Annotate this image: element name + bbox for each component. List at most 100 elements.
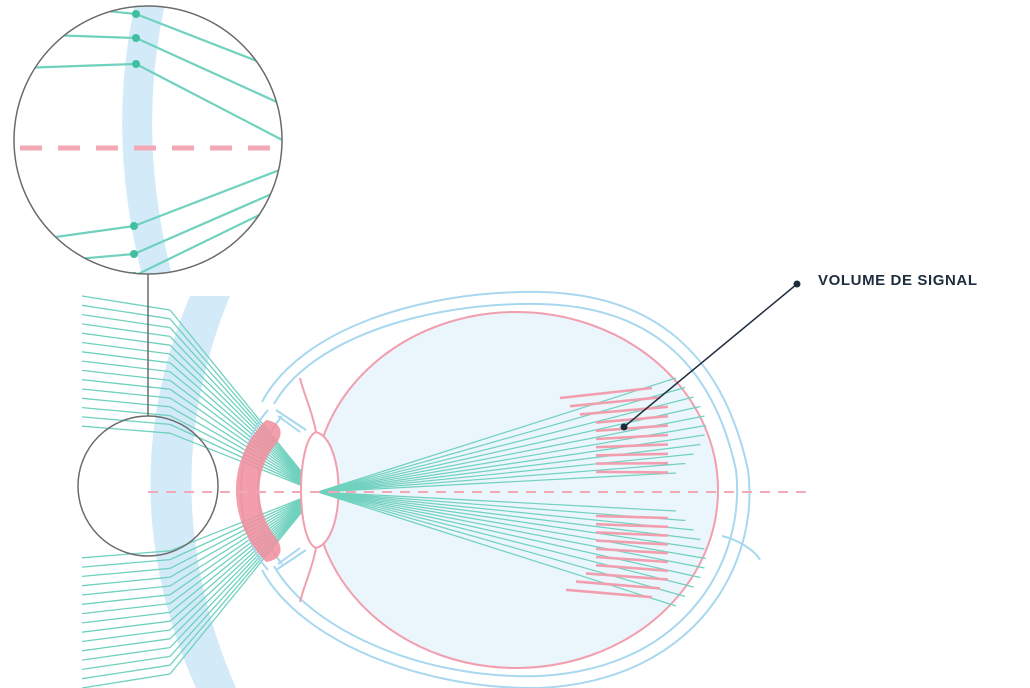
- magnified-ray-in: [19, 62, 137, 70]
- refracted-ray-lower: [169, 491, 319, 640]
- internal-ray-lower: [317, 491, 705, 550]
- internal-ray-upper: [317, 405, 701, 493]
- internal-ray-lower: [317, 491, 694, 588]
- incident-ray-lower: [81, 585, 171, 596]
- incident-ray-lower: [81, 646, 171, 661]
- internal-ray-upper: [317, 472, 677, 493]
- signal-stripe-lower: [595, 547, 669, 555]
- annotation-label: VOLUME DE SIGNAL: [818, 272, 978, 289]
- refracted-ray-upper: [169, 344, 319, 493]
- refracted-ray-upper: [169, 379, 319, 493]
- internal-ray-upper: [317, 453, 694, 493]
- internal-ray-lower: [317, 491, 677, 607]
- magnified-refraction-dot: [130, 222, 138, 230]
- magnified-refraction-dot: [132, 60, 140, 68]
- signal-stripe-upper: [569, 396, 661, 408]
- annotation-start-dot: [620, 423, 628, 431]
- incident-ray-lower: [81, 673, 171, 688]
- refracted-ray-lower: [169, 491, 319, 613]
- magnified-ray-out: [135, 63, 282, 145]
- magnified-refraction-dot: [132, 34, 140, 42]
- signal-stripe-upper: [595, 424, 669, 433]
- magnified-circle: [13, 5, 283, 275]
- internal-ray-upper: [317, 443, 701, 493]
- magnified-ray-in: [19, 6, 137, 16]
- signal-stripe-lower: [595, 514, 669, 520]
- signal-stripe-lower: [585, 572, 669, 581]
- vitreous-body: [313, 311, 719, 669]
- internal-ray-lower: [317, 491, 686, 598]
- internal-ray-upper: [317, 377, 677, 493]
- internal-ray-lower: [317, 491, 705, 569]
- refracted-ray-lower: [169, 491, 319, 649]
- signal-stripe-lower: [565, 588, 653, 599]
- internal-ray-lower: [317, 491, 707, 560]
- refracted-ray-upper: [169, 406, 319, 493]
- corrective-lens: [150, 296, 236, 688]
- incident-ray-upper: [81, 323, 171, 338]
- magnified-refraction-dot: [130, 250, 138, 258]
- magnified-ray-out: [135, 36, 282, 110]
- incident-ray-lower: [81, 567, 171, 578]
- optic-nerve: [721, 535, 761, 561]
- incident-ray-lower: [81, 620, 171, 633]
- signal-stripe-lower: [595, 522, 669, 529]
- refracted-ray-upper: [169, 371, 319, 493]
- incident-ray-lower: [81, 558, 171, 568]
- incident-ray-upper: [81, 295, 171, 311]
- signal-volume-upper: [559, 386, 669, 474]
- incident-ray-lower: [81, 594, 171, 605]
- incident-ray-lower: [81, 611, 171, 624]
- incident-ray-lower: [81, 602, 171, 615]
- refracted-ray-lower: [169, 491, 319, 657]
- signal-stripe-upper: [595, 433, 669, 441]
- magnified-ray-in: [20, 276, 134, 280]
- eye-middle-sclera: [273, 302, 739, 678]
- refracted-ray-upper: [169, 362, 319, 493]
- refracted-ray-upper: [169, 335, 319, 493]
- refracted-ray-lower: [169, 491, 319, 622]
- incident-ray-upper: [81, 304, 171, 320]
- annotation-leader-line: [623, 283, 798, 428]
- incident-ray-lower: [81, 638, 171, 652]
- incident-ray-upper: [81, 313, 171, 329]
- incident-ray-lower: [81, 550, 171, 559]
- internal-ray-lower: [317, 491, 694, 531]
- refracted-ray-lower: [169, 491, 319, 631]
- incident-ray-lower: [81, 664, 171, 680]
- refracted-ray-upper: [169, 327, 319, 493]
- incident-ray-upper: [81, 416, 171, 426]
- incident-ray-upper: [81, 388, 171, 399]
- signal-stripe-lower: [595, 555, 669, 564]
- signal-stripe-lower: [595, 539, 669, 546]
- refracted-ray-upper: [169, 388, 319, 493]
- magnified-ray-out: [133, 164, 282, 228]
- iris-upper: [275, 409, 307, 433]
- signal-stripe-lower: [595, 563, 669, 573]
- signal-volume-lower: [565, 514, 669, 599]
- signal-stripe-lower: [575, 580, 661, 590]
- refracted-ray-upper: [169, 397, 319, 493]
- refracted-ray-lower: [169, 491, 319, 569]
- refracted-ray-upper: [169, 353, 319, 493]
- magnified-ray-out: [133, 184, 282, 256]
- internal-ray-upper: [317, 386, 686, 493]
- signal-stripe-upper: [595, 470, 669, 474]
- refracted-ray-lower: [169, 491, 319, 578]
- signal-stripe-lower: [595, 531, 669, 537]
- incident-ray-upper: [81, 360, 171, 373]
- internal-rays: [317, 377, 707, 607]
- annotation-end-dot: [793, 280, 801, 288]
- internal-ray-upper: [317, 462, 686, 493]
- signal-stripe-upper: [559, 386, 653, 400]
- incident-ray-lower: [81, 576, 171, 587]
- refracted-ray-lower: [169, 491, 319, 596]
- ciliary-upper: [299, 377, 317, 433]
- signal-stripe-upper: [595, 452, 669, 457]
- incident-ray-upper: [81, 406, 171, 417]
- incident-ray-upper: [81, 341, 171, 355]
- internal-ray-lower: [317, 491, 701, 579]
- incident-ray-upper: [81, 397, 171, 408]
- refracted-ray-upper: [169, 309, 319, 493]
